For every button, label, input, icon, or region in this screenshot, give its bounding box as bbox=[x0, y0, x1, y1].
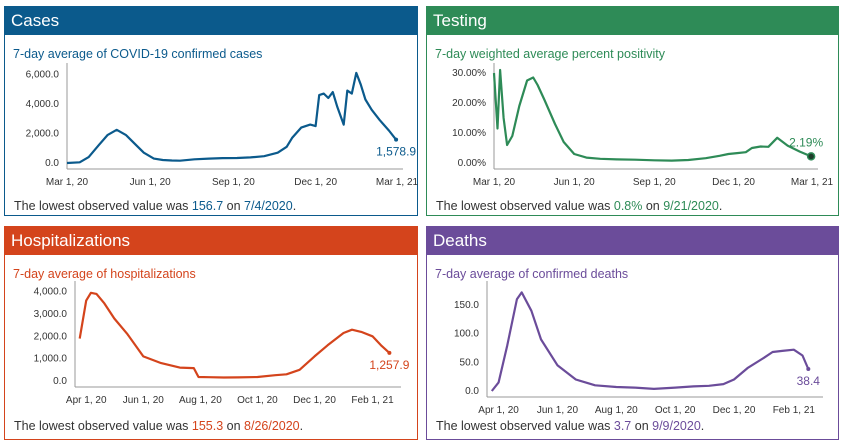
x-tick-label: Feb 1, 21 bbox=[351, 395, 394, 406]
chart-subtitle: 7-day weighted average percent positivit… bbox=[435, 47, 665, 61]
y-tick-label: 6,000.0 bbox=[26, 69, 60, 80]
x-tick-label: Mar 1, 21 bbox=[791, 177, 834, 188]
lowest-value-date: 7/4/2020 bbox=[244, 199, 293, 213]
lowest-value: 156.7 bbox=[191, 199, 224, 213]
lowest-value-date: 8/26/2020 bbox=[244, 419, 300, 433]
y-tick-label: 100.0 bbox=[454, 329, 479, 340]
chart-subtitle: 7-day average of hospitalizations bbox=[13, 267, 196, 281]
x-tick-label: Dec 1, 20 bbox=[713, 405, 756, 416]
y-tick-label: 30.00% bbox=[452, 68, 486, 79]
x-tick-label: Jun 1, 20 bbox=[123, 395, 165, 406]
lowest-value-note: The lowest observed value was 156.7 on 7… bbox=[14, 199, 297, 213]
x-tick-label: Aug 1, 20 bbox=[595, 405, 638, 416]
x-tick-label: Mar 1, 20 bbox=[46, 177, 89, 188]
lowest-value-date: 9/9/2020 bbox=[652, 419, 701, 433]
series-line bbox=[66, 71, 397, 165]
y-tick-label: 3,000.0 bbox=[34, 309, 68, 320]
y-tick-label: 4,000.0 bbox=[26, 99, 60, 110]
x-tick-label: Mar 1, 21 bbox=[376, 177, 419, 188]
cases-chart: 0.0 2,000.0 4,000.0 6,000.0 Mar 1, 20 Jun 1, … bbox=[26, 63, 419, 188]
x-tick-label: Dec 1, 20 bbox=[712, 177, 755, 188]
x-tick-label: Sep 1, 20 bbox=[633, 177, 676, 188]
chart-subtitle: 7-day average of COVID-19 confirmed case… bbox=[13, 47, 263, 61]
panel-header: Deaths bbox=[427, 227, 838, 255]
y-tick-label: 50.0 bbox=[460, 357, 480, 368]
lowest-value-note: The lowest observed value was 3.7 on 9/9… bbox=[436, 419, 705, 433]
lowest-value-note: The lowest observed value was 0.8% on 9/… bbox=[436, 199, 723, 213]
lowest-value-date: 9/21/2020 bbox=[663, 199, 719, 213]
end-value-label: 1,257.9 bbox=[369, 358, 409, 372]
end-point-marker bbox=[387, 350, 392, 355]
y-tick-label: 2,000.0 bbox=[34, 331, 68, 342]
series-line bbox=[490, 291, 810, 392]
chart-subtitle: 7-day average of confirmed deaths bbox=[435, 267, 629, 281]
x-tick-label: Dec 1, 20 bbox=[294, 177, 337, 188]
x-tick-label: Jun 1, 20 bbox=[537, 405, 579, 416]
deaths-panel: Deaths 7-day average of confirmed deaths… bbox=[426, 226, 839, 440]
x-tick-label: Feb 1, 21 bbox=[773, 405, 816, 416]
lowest-value-note: The lowest observed value was 155.3 on 8… bbox=[14, 419, 304, 433]
y-tick-label: 1,000.0 bbox=[34, 354, 68, 365]
testing-panel: Testing 7-day weighted average percent p… bbox=[426, 6, 839, 216]
panel-header: Cases bbox=[5, 7, 417, 35]
x-tick-label: Dec 1, 20 bbox=[293, 395, 336, 406]
panel-header: Testing bbox=[427, 7, 838, 35]
x-tick-label: Sep 1, 20 bbox=[212, 177, 255, 188]
y-tick-label: 4,000.0 bbox=[34, 287, 68, 298]
end-point-marker bbox=[394, 137, 399, 142]
end-point-marker bbox=[806, 366, 811, 371]
hospitalizations-panel: Hospitalizations 7-day average of hospit… bbox=[4, 226, 418, 440]
y-tick-label: 150.0 bbox=[454, 300, 479, 311]
end-value-label: 38.4 bbox=[797, 374, 821, 388]
x-tick-label: Oct 1, 20 bbox=[237, 395, 278, 406]
deaths-chart: 0.0 50.0 100.0 150.0 Apr 1, 20 Jun 1, 20 Aug 1… bbox=[454, 281, 823, 416]
y-tick-label: 0.0 bbox=[465, 386, 479, 397]
x-tick-label: Apr 1, 20 bbox=[478, 405, 519, 416]
testing-chart: 0.00% 10.00% 20.00% 30.00% Mar 1, 20 Jun 1, 2… bbox=[452, 63, 834, 188]
y-tick-label: 20.00% bbox=[452, 98, 486, 109]
end-value-label: 2.19% bbox=[789, 135, 823, 149]
y-tick-label: 2,000.0 bbox=[26, 128, 60, 139]
y-tick-label: 10.00% bbox=[452, 128, 486, 139]
x-tick-label: Jun 1, 20 bbox=[130, 177, 172, 188]
end-point-marker bbox=[806, 152, 816, 161]
y-tick-label: 0.0 bbox=[53, 376, 67, 387]
x-tick-label: Oct 1, 20 bbox=[655, 405, 696, 416]
x-tick-label: Jun 1, 20 bbox=[554, 177, 596, 188]
x-tick-label: Apr 1, 20 bbox=[66, 395, 107, 406]
cases-panel: Cases 7-day average of COVID-19 confirme… bbox=[4, 6, 419, 216]
panel-header: Hospitalizations bbox=[5, 227, 417, 255]
hospitalizations-chart: 0.0 1,000.0 2,000.0 3,000.0 4,000.0 Apr 1, 20… bbox=[34, 281, 410, 406]
lowest-value: 155.3 bbox=[191, 419, 224, 433]
series-line bbox=[78, 291, 391, 379]
x-tick-label: Aug 1, 20 bbox=[179, 395, 222, 406]
lowest-value: 3.7 bbox=[613, 419, 632, 433]
x-tick-label: Mar 1, 20 bbox=[473, 177, 516, 188]
y-tick-label: 0.00% bbox=[458, 158, 486, 169]
end-value-label: 1,578.9 bbox=[376, 145, 416, 159]
series-line bbox=[492, 68, 812, 162]
y-tick-label: 0.0 bbox=[45, 158, 59, 169]
lowest-value: 0.8% bbox=[613, 199, 643, 213]
